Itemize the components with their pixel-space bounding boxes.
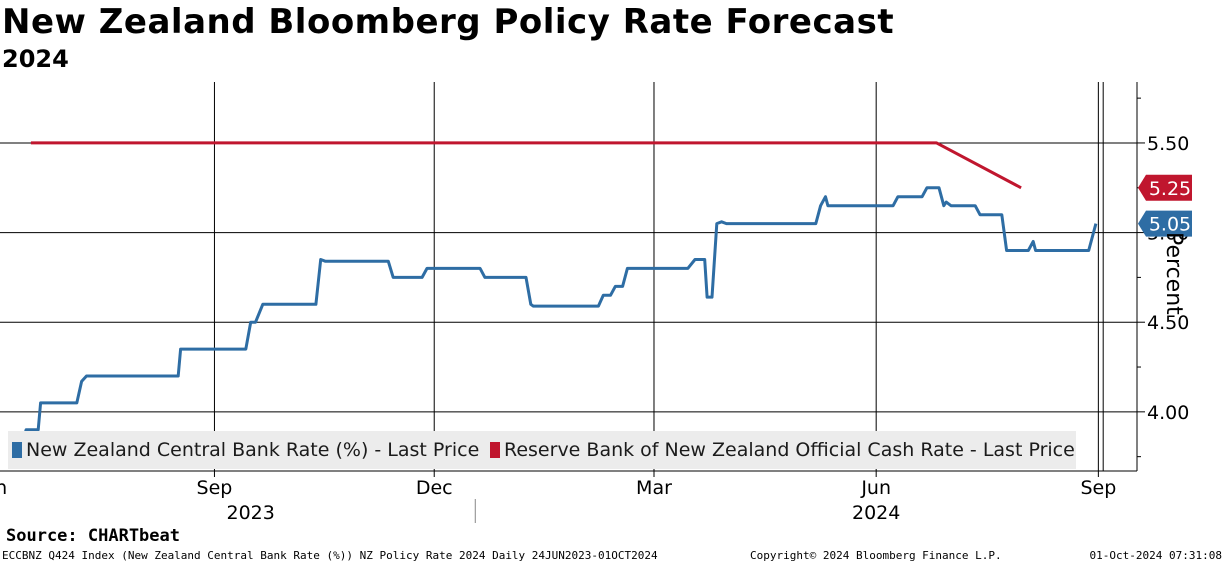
- series-line-official-cash-rate: [30, 141, 1022, 190]
- x-tick-label: Dec: [416, 477, 453, 499]
- last-value-label: 5.05: [1149, 214, 1191, 236]
- footer-index-description: ECCBNZ Q424 Index (New Zealand Central B…: [2, 549, 658, 562]
- y-tick-label: 4.50: [1147, 312, 1189, 334]
- y-tick-label: 4.00: [1147, 402, 1189, 424]
- x-tick-label: Mar: [636, 477, 672, 499]
- x-tick-label: Jun: [860, 477, 891, 499]
- legend-swatch-red: [490, 442, 500, 458]
- legend-label-official-cash-rate: Reserve Bank of New Zealand Official Cas…: [504, 439, 1075, 461]
- footer-copyright: Copyright© 2024 Bloomberg Finance L.P.: [750, 549, 1002, 562]
- x-year-label: 2024: [852, 502, 900, 524]
- x-tick-label: Sep: [1080, 477, 1116, 499]
- last-value-label: 5.25: [1149, 178, 1191, 200]
- y-tick-label: 5.50: [1147, 133, 1189, 155]
- x-tick-label: Jun: [0, 477, 7, 499]
- x-tick-label: Sep: [197, 477, 233, 499]
- footer-timestamp: 01-Oct-2024 07:31:08: [1089, 549, 1222, 562]
- chart-title: New Zealand Bloomberg Policy Rate Foreca…: [2, 2, 895, 42]
- legend-item-official-cash-rate: Reserve Bank of New Zealand Official Cas…: [490, 431, 1075, 469]
- legend-swatch-blue: [12, 442, 22, 458]
- legend-label-central-bank-rate: New Zealand Central Bank Rate (%) - Last…: [26, 439, 480, 461]
- last-value-tag-official-cash-rate: [1138, 174, 1192, 201]
- series-line-central-bank-rate: [14, 186, 1098, 441]
- chart-subtitle: 2024: [2, 45, 69, 73]
- last-value-tag-central-bank-rate: [1138, 210, 1192, 237]
- legend-item-central-bank-rate: New Zealand Central Bank Rate (%) - Last…: [12, 431, 479, 469]
- x-year-label: 2023: [226, 502, 274, 524]
- y-axis-title: Percent: [1161, 232, 1186, 315]
- legend: New Zealand Central Bank Rate (%) - Last…: [8, 431, 1076, 469]
- footer: ECCBNZ Q424 Index (New Zealand Central B…: [2, 549, 1222, 565]
- source-text: Source: CHARTbeat: [6, 526, 180, 546]
